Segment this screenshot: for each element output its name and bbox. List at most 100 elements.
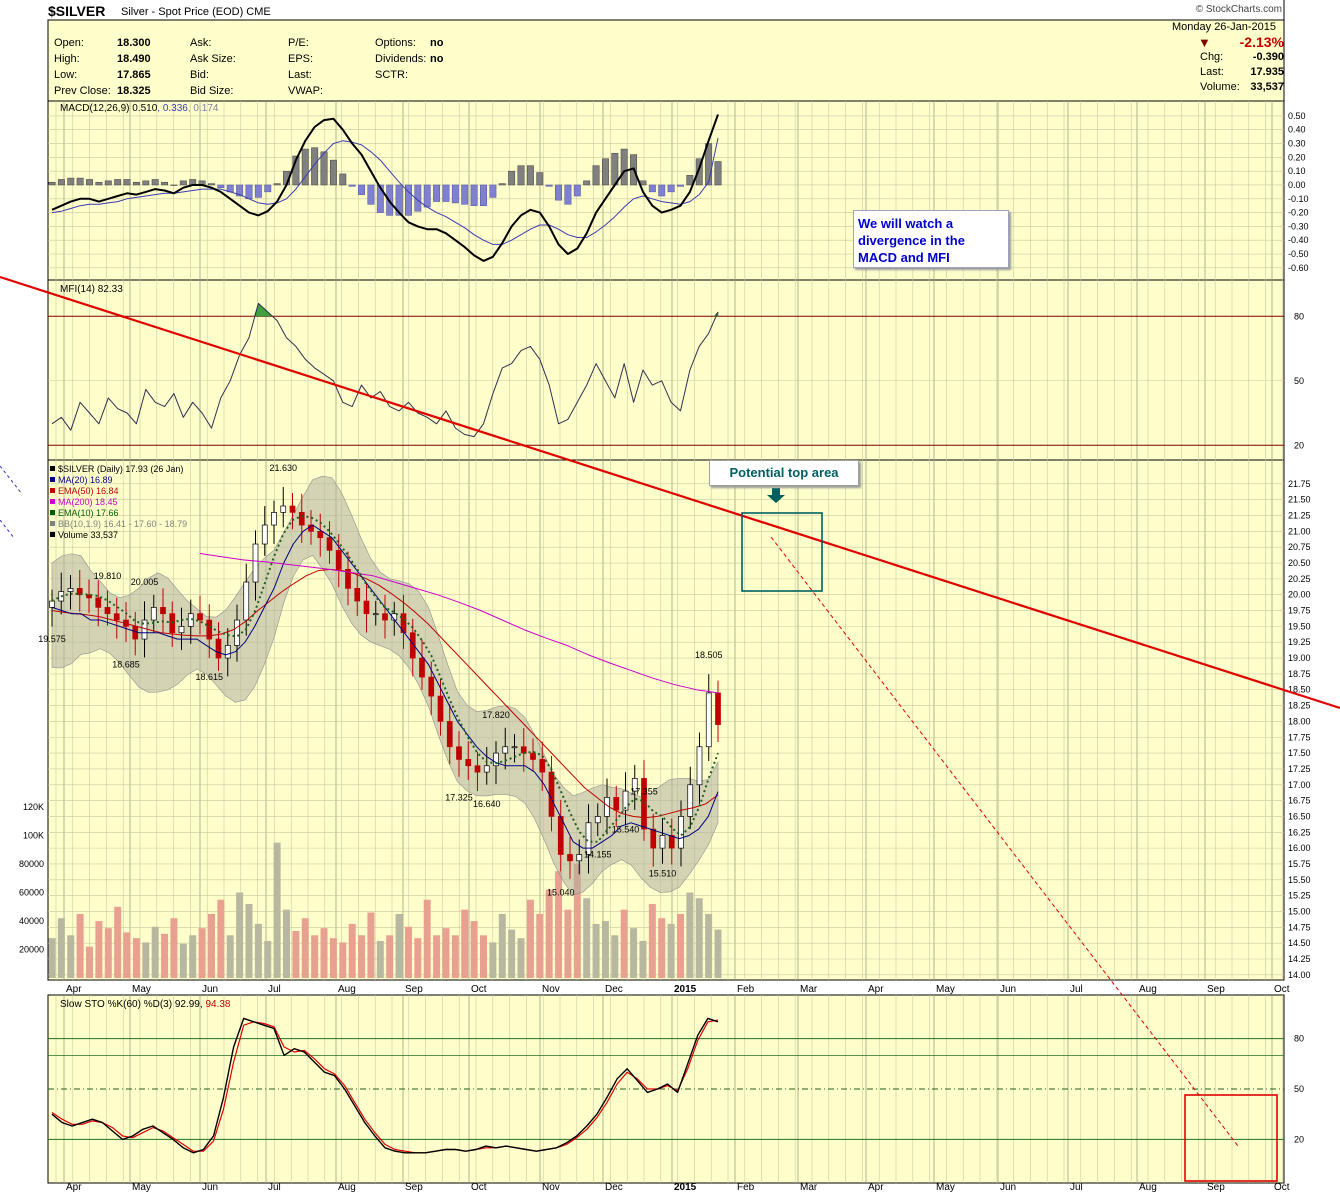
ma200-line [199, 553, 719, 694]
mfi-tick-label: 50 [1294, 376, 1304, 386]
price-tick-label: 18.75 [1288, 669, 1311, 679]
macd-histogram-bar [208, 183, 215, 186]
sto-tick-label: 50 [1294, 1084, 1304, 1094]
stat-label: VWAP: [288, 85, 324, 97]
candle-body [150, 607, 157, 621]
volume-bar [198, 928, 206, 978]
macd-histogram-bar [648, 184, 656, 193]
stat-label: Options: [375, 37, 416, 49]
candle-body [511, 746, 518, 749]
month-tick-label: Aug [1139, 984, 1157, 995]
volume-bar [395, 913, 403, 978]
stat-label: Chg: [1200, 51, 1224, 63]
divergence-note: We will watch a divergence in the MACD a… [853, 210, 1009, 268]
macd-histogram-bar [367, 184, 375, 205]
stat-label: Low: [54, 69, 78, 81]
macd-histogram-bar [104, 180, 112, 186]
candle-body [631, 778, 638, 792]
volume-bar [283, 909, 291, 978]
candle-body [345, 569, 351, 589]
stat-value: 17.865 [117, 69, 151, 81]
volume-tick-label: 100K [23, 831, 44, 841]
month-tick-label: Sep [1207, 984, 1225, 995]
volume-bar [189, 935, 197, 978]
volume-bar [470, 921, 478, 978]
price-tick-label: 17.75 [1288, 732, 1311, 742]
volume-bar [639, 940, 647, 978]
volume-bar [348, 923, 356, 978]
month-tick-label: Sep [405, 1182, 423, 1192]
volume-bar [339, 942, 347, 978]
macd-histogram-bar [273, 183, 281, 186]
price-label: 19.575 [38, 634, 66, 644]
macd-histogram-bar [245, 184, 253, 200]
macd-histogram-bar [573, 184, 581, 197]
macd-legend: MACD(12,26,9) 0.510, 0.336, 0.174 [60, 103, 219, 114]
volume-bar [170, 918, 178, 978]
price-legend-entry: EMA(50) 16.84 [58, 486, 119, 496]
volume-bar [329, 938, 337, 978]
macd-legend-part: 0.510 [129, 103, 157, 114]
stat-label: Ask: [190, 37, 212, 49]
macd-histogram-bar [67, 177, 75, 186]
candle-body [687, 784, 694, 817]
macd-histogram-bar [236, 184, 244, 197]
month-tick-label: Oct [471, 1182, 487, 1192]
volume-bar [161, 933, 169, 978]
macd-histogram-bar [114, 179, 122, 186]
month-tick-label: Jun [202, 984, 218, 995]
macd-histogram-bar [451, 184, 459, 204]
volume-bar [367, 912, 375, 978]
volume-bar [686, 892, 694, 978]
down-arrow-icon [767, 488, 785, 503]
candle-body [335, 550, 342, 570]
change-pct: -2.13% [1239, 34, 1284, 50]
right-stats: Monday 26-Jan-2015 ▼ -2.13% Chg: -0.390 Las… [1172, 20, 1284, 95]
macd-histogram-bar [667, 184, 675, 193]
stat-value: 18.325 [117, 85, 151, 97]
volume-bar [179, 943, 187, 978]
down-arrow-icon: ▼ [1198, 35, 1211, 50]
macd-histogram-bar [601, 158, 609, 186]
candle-body [548, 771, 555, 817]
candle-body [280, 505, 287, 513]
month-tick-label: Jun [1000, 1182, 1016, 1192]
macd-histogram-bar [329, 159, 337, 186]
price-label: 19.810 [94, 571, 122, 581]
macd-panel-bg [47, 100, 1285, 281]
volume-bar [536, 913, 544, 978]
month-tick-label: Aug [1139, 1182, 1157, 1192]
candle-body [474, 765, 481, 773]
month-tick-label: Nov [542, 984, 560, 995]
macd-histogram-bar [433, 184, 441, 202]
price-legend-entry: Volume 33,537 [58, 530, 118, 540]
candle-body [530, 752, 536, 760]
candle-body [493, 752, 499, 767]
macd-tick-label: -0.30 [1288, 221, 1309, 231]
volume-bar [207, 913, 215, 978]
candle-body [437, 695, 444, 722]
volume-bar [386, 935, 394, 978]
macd-histogram-bar [695, 158, 703, 186]
price-label: 17.355 [630, 786, 658, 796]
macd-tick-label: 0.20 [1288, 152, 1306, 162]
stat-label: Last: [288, 69, 312, 81]
price-tick-label: 14.25 [1288, 954, 1311, 964]
volume-bar [489, 942, 497, 978]
macd-histogram-bar [339, 173, 347, 186]
volume-bar [142, 942, 150, 978]
volume-bar [461, 909, 469, 978]
stat-label: P/E: [288, 37, 309, 49]
candle-body [289, 505, 296, 513]
price-tick-label: 21.25 [1288, 511, 1311, 521]
stat-value: no [430, 37, 444, 49]
price-tick-label: 20.50 [1288, 558, 1311, 568]
macd-histogram-bar [311, 147, 319, 186]
red-trendline [0, 275, 1340, 710]
stat-label: High: [54, 53, 80, 65]
price-label: 16.640 [473, 799, 501, 809]
macd-histogram-bar [320, 151, 328, 186]
volume-bar [301, 918, 309, 978]
price-tick-label: 19.00 [1288, 653, 1311, 663]
candle-body [215, 638, 222, 659]
